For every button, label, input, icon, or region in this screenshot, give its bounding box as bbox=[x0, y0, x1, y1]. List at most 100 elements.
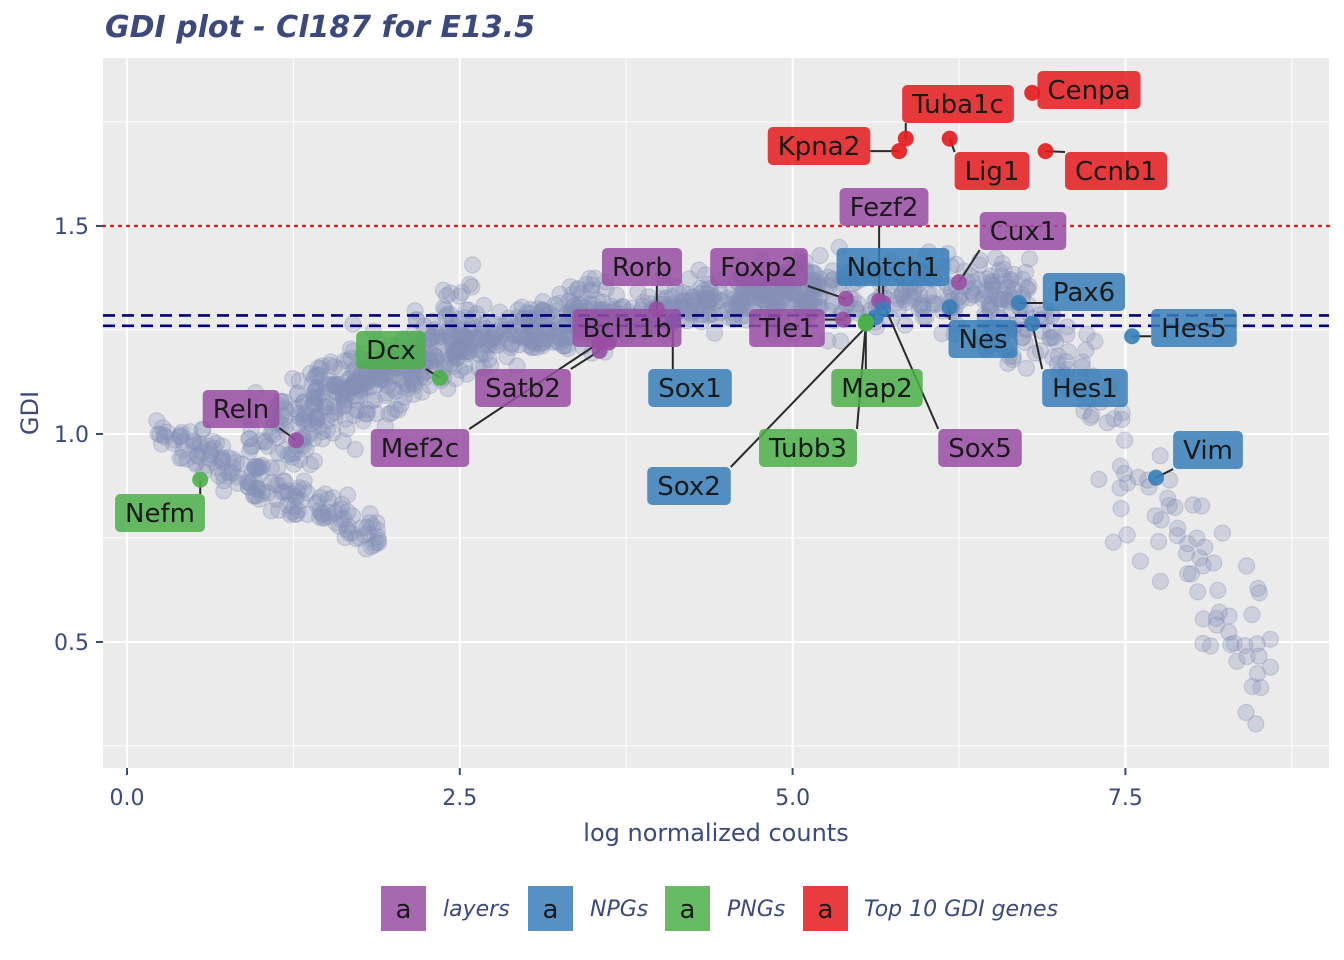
background-point bbox=[332, 511, 351, 529]
background-point bbox=[465, 328, 483, 346]
background-point bbox=[290, 372, 308, 390]
background-point bbox=[445, 357, 463, 375]
background-point bbox=[486, 330, 504, 348]
y-tick-label: 1.5 bbox=[54, 215, 89, 240]
background-point bbox=[583, 281, 601, 299]
background-point bbox=[1179, 565, 1197, 583]
background-point bbox=[452, 340, 470, 358]
gene-point bbox=[951, 274, 967, 291]
background-point bbox=[1252, 678, 1270, 697]
background-point bbox=[338, 520, 356, 539]
background-point bbox=[311, 366, 329, 384]
gene-label: Tubb3 bbox=[759, 429, 857, 467]
background-point bbox=[534, 333, 552, 351]
background-point bbox=[328, 383, 346, 401]
background-point bbox=[325, 358, 343, 376]
background-point bbox=[452, 326, 470, 344]
background-point bbox=[153, 435, 171, 453]
background-point bbox=[1250, 584, 1269, 602]
background-point bbox=[313, 504, 332, 522]
background-point bbox=[444, 344, 463, 362]
background-point bbox=[484, 329, 502, 347]
background-point bbox=[442, 331, 460, 349]
background-point bbox=[531, 335, 550, 353]
background-point bbox=[359, 373, 378, 391]
gene-label-text: Dcx bbox=[366, 336, 416, 366]
background-point bbox=[413, 383, 431, 401]
background-point bbox=[1228, 652, 1246, 670]
gene-label: Sox2 bbox=[647, 467, 731, 505]
background-point bbox=[441, 328, 459, 346]
background-point bbox=[148, 412, 166, 430]
background-point bbox=[245, 487, 263, 505]
background-point bbox=[1188, 529, 1206, 547]
gene-label: Cenpa bbox=[1037, 71, 1141, 109]
background-point bbox=[407, 369, 425, 387]
background-point bbox=[353, 519, 371, 537]
background-point bbox=[395, 372, 413, 390]
gene-point bbox=[431, 369, 448, 386]
background-point bbox=[345, 378, 363, 396]
background-point bbox=[810, 287, 828, 306]
background-point bbox=[208, 458, 226, 476]
background-point bbox=[164, 434, 183, 453]
background-point bbox=[559, 340, 577, 358]
gene-label: Ccnb1 bbox=[1065, 152, 1167, 190]
background-point bbox=[675, 293, 694, 311]
background-point bbox=[313, 430, 331, 448]
gene-label-text: Nefm bbox=[125, 499, 195, 529]
gene-label: Dcx bbox=[356, 331, 426, 369]
background-point bbox=[1247, 715, 1265, 733]
background-point bbox=[334, 389, 352, 407]
background-point bbox=[303, 396, 321, 414]
background-point bbox=[1248, 635, 1266, 653]
background-point bbox=[292, 492, 310, 510]
background-point bbox=[342, 378, 360, 397]
background-point bbox=[276, 472, 294, 491]
background-point bbox=[334, 381, 353, 399]
background-point bbox=[319, 503, 337, 522]
background-point bbox=[725, 290, 744, 308]
gene-label: Mef2c bbox=[370, 429, 470, 467]
background-point bbox=[924, 294, 942, 312]
background-point bbox=[469, 330, 487, 348]
background-point bbox=[965, 279, 984, 297]
background-point bbox=[463, 278, 481, 296]
background-point bbox=[386, 400, 404, 418]
background-point bbox=[151, 426, 169, 444]
background-point bbox=[317, 394, 335, 412]
background-point bbox=[726, 305, 744, 323]
gene-point bbox=[288, 432, 305, 449]
background-point bbox=[314, 509, 332, 528]
background-point bbox=[1042, 329, 1060, 347]
background-point bbox=[308, 367, 326, 385]
background-point bbox=[1059, 343, 1078, 361]
background-point bbox=[359, 371, 377, 389]
background-point bbox=[737, 289, 756, 307]
background-point bbox=[296, 404, 314, 422]
background-point bbox=[783, 291, 801, 310]
background-point bbox=[301, 455, 319, 474]
background-point bbox=[309, 409, 327, 427]
background-point bbox=[488, 336, 506, 355]
background-point bbox=[458, 329, 476, 347]
background-point bbox=[322, 353, 340, 371]
background-point bbox=[208, 434, 226, 452]
background-point bbox=[353, 376, 371, 394]
background-point bbox=[316, 485, 334, 503]
x-tick-label: 2.5 bbox=[442, 786, 477, 811]
background-point bbox=[472, 324, 490, 343]
background-point bbox=[326, 504, 344, 522]
background-point bbox=[285, 498, 303, 516]
gene-point bbox=[1010, 294, 1027, 311]
background-point bbox=[358, 404, 376, 423]
background-point bbox=[1191, 549, 1209, 567]
x-tick-label: 7.5 bbox=[1108, 786, 1143, 811]
background-point bbox=[510, 336, 529, 354]
gene-label: Hes1 bbox=[1042, 369, 1128, 407]
gene-point bbox=[835, 311, 852, 328]
background-point bbox=[453, 336, 471, 354]
background-point bbox=[213, 450, 231, 468]
background-point bbox=[348, 401, 366, 419]
background-point bbox=[547, 315, 565, 333]
